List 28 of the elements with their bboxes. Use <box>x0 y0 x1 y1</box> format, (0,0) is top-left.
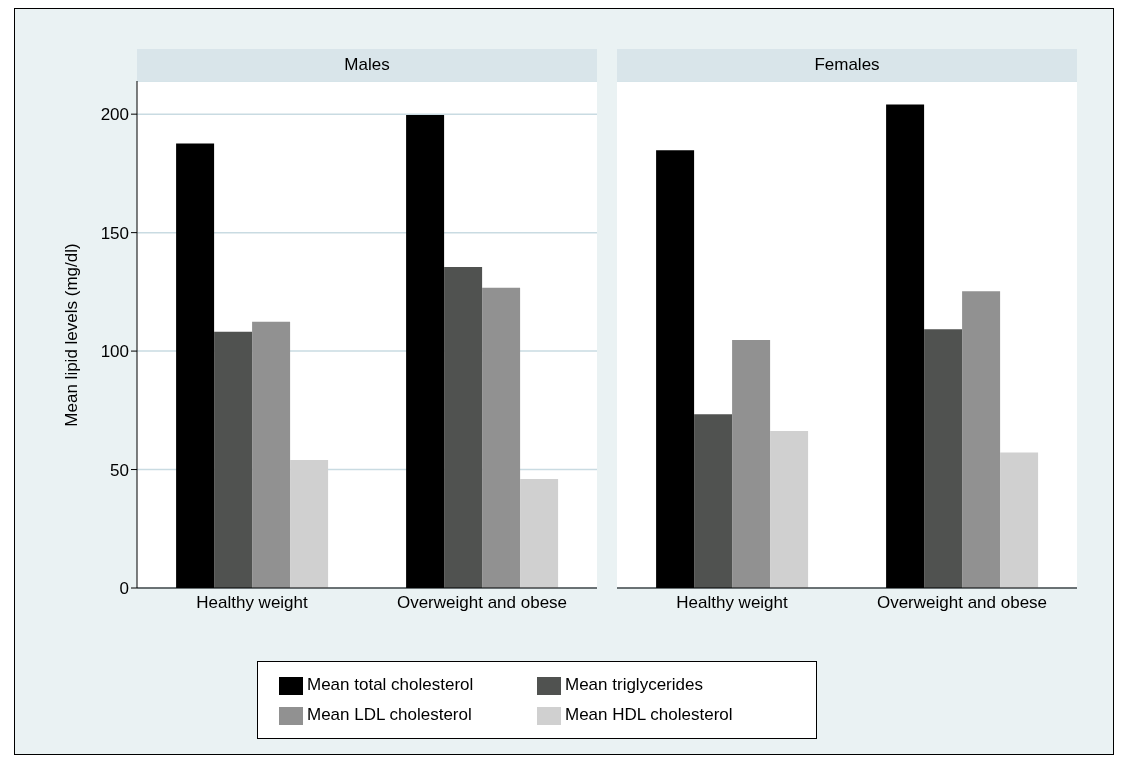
chart-title: Males <box>137 49 597 81</box>
legend-label: Mean triglycerides <box>565 674 704 696</box>
x-tick-label: Overweight and obese <box>396 593 568 613</box>
chart-title: Females <box>617 49 1077 81</box>
legend-label: Mean LDL cholesterol <box>307 704 473 726</box>
bar <box>694 414 733 588</box>
y-tick-label: 0 <box>119 579 129 599</box>
bar <box>252 321 291 588</box>
bar <box>732 339 771 588</box>
x-tick-label: Healthy weight <box>196 593 309 613</box>
bar <box>214 331 253 588</box>
bar <box>1000 452 1039 588</box>
y-tick-label: 150 <box>100 223 129 243</box>
y-tick-label: 100 <box>100 342 129 362</box>
bar <box>924 329 963 588</box>
y-tick-label: 200 <box>100 105 129 125</box>
bar <box>444 266 483 588</box>
x-tick-label: Healthy weight <box>676 593 789 613</box>
legend-label: Mean HDL cholesterol <box>565 704 734 726</box>
bar <box>962 291 1001 588</box>
bar <box>520 479 559 588</box>
x-tick-label: Overweight and obese <box>876 593 1048 613</box>
y-tick-label: 50 <box>110 460 129 480</box>
bar <box>770 430 809 588</box>
bar <box>482 287 521 588</box>
bar <box>290 460 329 588</box>
y-axis-title: Mean lipid levels (mg/dl) <box>62 242 82 427</box>
legend-label: Mean total cholesterol <box>307 674 475 696</box>
